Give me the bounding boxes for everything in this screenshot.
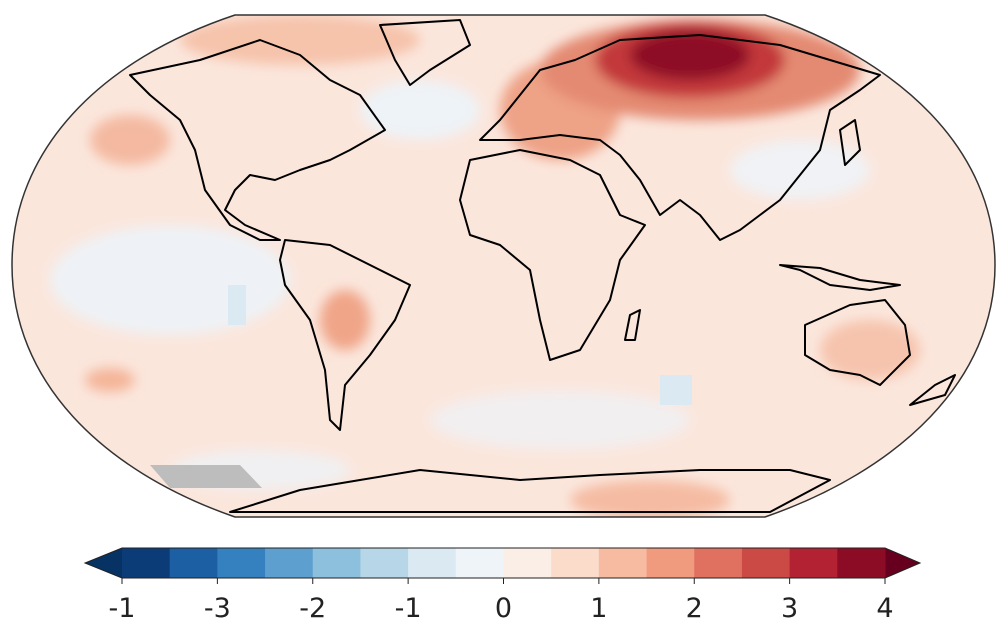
colorbar-tick-label: 4 [876,593,893,624]
colorbar-bin [312,548,361,578]
colorbar-bin [503,548,552,578]
anomaly-patches [50,15,920,517]
colorbar-tick-label: 1 [590,593,607,624]
colorbar-bin [455,548,504,578]
cool-patch [660,375,692,405]
colorbar-bin [217,548,266,578]
colorbar-tick-label: 3 [781,593,798,624]
colorbar-tick-label: -1 [395,593,422,624]
colorbar-bin [360,548,409,578]
colorbar-bin [551,548,600,578]
colorbar-tick-label: -3 [204,593,231,624]
colorbar-extend-low [85,548,122,578]
colorbar-tick-label: -1 [109,593,136,624]
colorbar-bin [741,548,791,578]
anomaly-field [12,15,995,517]
colorbar-bin [265,548,314,578]
colorbar-tick-label: -2 [299,593,326,624]
colorbar-extend-high [885,548,920,578]
colorbar-bin [598,548,648,578]
colorbar-bin [408,548,457,578]
colorbar-bin [694,548,743,578]
colorbar-bin [837,548,886,578]
colorbar-tick-label: 0 [495,593,512,624]
colorbar-bin [169,548,218,578]
missing-data [150,465,262,488]
cool-patch [228,285,246,325]
coastlines [129,19,956,513]
colorbar-bin [122,548,171,578]
colorbar-bin [646,548,695,578]
colorbar-tick-label: 2 [686,593,703,624]
map-outline [11,14,996,518]
colorbar-bin [789,548,838,578]
colorbar: -1 -3 -2 -1 0 1 2 3 4 [83,547,922,624]
